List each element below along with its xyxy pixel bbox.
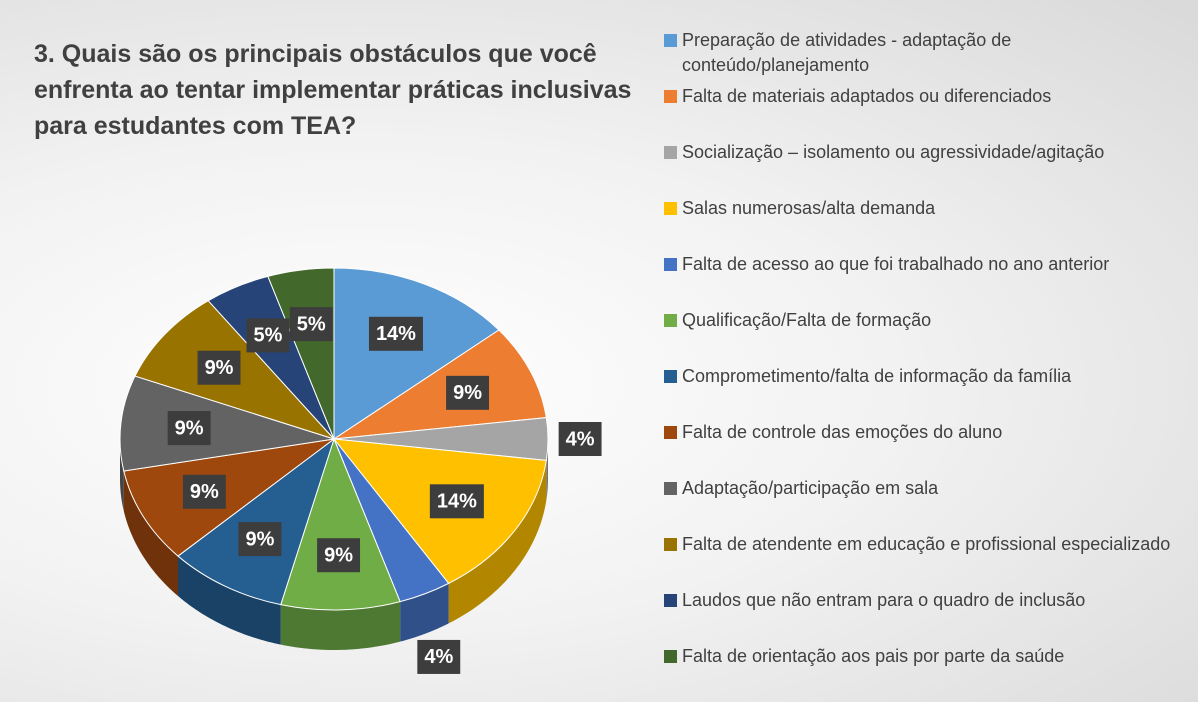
data-label-text: 4% (566, 428, 595, 450)
legend-item: Falta de orientação aos pais por parte d… (664, 644, 1194, 669)
data-label-box (446, 375, 490, 410)
data-label: 14% (368, 316, 423, 351)
legend-item: Laudos que não entram para o quadro de i… (664, 588, 1194, 613)
legend-item: Falta de acesso ao que foi trabalhado no… (664, 252, 1194, 277)
pie-slice-side (400, 583, 449, 642)
data-label-text: 5% (297, 313, 326, 335)
legend-swatch (664, 258, 677, 271)
legend-swatch (664, 34, 677, 47)
legend-item: Falta de controle das emoções do aluno (664, 420, 1194, 445)
data-label-text: 9% (453, 382, 482, 404)
legend-item: Qualificação/Falta de formação (664, 308, 1194, 333)
data-label: 4% (558, 422, 602, 456)
data-label-text: 4% (424, 646, 453, 668)
pie-slice (123, 438, 335, 557)
legend-item: Falta de materiais adaptados ou diferenc… (664, 84, 1194, 109)
legend-swatch (664, 146, 677, 159)
data-label-text: 9% (205, 357, 234, 379)
data-label-box (246, 318, 290, 353)
data-label: 4% (417, 639, 461, 674)
legend-item: Falta de atendente em educação e profiss… (664, 532, 1194, 557)
data-label-box (368, 316, 423, 351)
legend-label: Socialização – isolamento ou agressivida… (682, 142, 1105, 162)
pie-slice-side (178, 556, 281, 645)
legend-item: Salas numerosas/alta demanda (664, 196, 1194, 221)
pie-slice-side (448, 460, 547, 624)
legend-swatch (664, 538, 677, 551)
data-label-text: 14% (437, 491, 477, 513)
data-label: 9% (238, 522, 282, 557)
pie-slice (333, 267, 500, 440)
data-label-text: 9% (190, 481, 219, 503)
legend-swatch (664, 482, 677, 495)
data-label-box (417, 639, 461, 674)
data-label: 9% (197, 350, 241, 385)
pie-slice-side (123, 471, 179, 597)
pie-slice (333, 329, 547, 440)
legend-label: Falta de atendente em educação e profiss… (682, 534, 1171, 554)
data-label-box (238, 522, 282, 557)
data-label: 9% (167, 411, 211, 446)
data-label-box (558, 422, 602, 456)
data-label-box (182, 474, 226, 509)
legend-swatch (664, 594, 677, 607)
legend-item: Preparação de atividades - adaptação de … (664, 28, 1194, 78)
legend-label: Qualificação/Falta de formação (682, 310, 932, 330)
data-label-box (197, 350, 241, 385)
chart: 14% 9% 4% 14% 4% 9% 9% 9% 9% 9% 5% 5% (119, 267, 602, 674)
legend-label: Falta de acesso ao que foi trabalhado no… (682, 254, 1110, 274)
data-label: 9% (182, 474, 226, 509)
legend-item: Comprometimento/falta de informação da f… (664, 364, 1194, 389)
legend-item: Socialização – isolamento ou agressivida… (664, 140, 1194, 165)
data-label: 5% (246, 318, 290, 353)
pie-slice (280, 437, 401, 611)
legend-swatch (664, 202, 677, 215)
data-label-text: 14% (376, 323, 416, 345)
legend-label: Salas numerosas/alta demanda (682, 198, 936, 218)
data-label: 5% (289, 307, 333, 342)
legend-label: Falta de orientação aos pais por parte d… (682, 646, 1065, 666)
data-label: 9% (446, 375, 490, 410)
legend-swatch (664, 650, 677, 663)
legend-label: Adaptação/participação em sala (682, 478, 939, 498)
data-label: 9% (317, 538, 361, 573)
data-label-box (289, 307, 333, 342)
data-label-box (167, 411, 211, 446)
legend-label: Falta de controle das emoções do aluno (682, 422, 1003, 442)
pie-slice (119, 375, 335, 472)
data-label-text: 5% (253, 325, 282, 347)
legend-swatch (664, 370, 677, 383)
legend-swatch (664, 426, 677, 439)
legend-label: Falta de materiais adaptados ou diferenc… (682, 86, 1052, 106)
pie-slice (177, 437, 335, 606)
pie-slice-side (280, 601, 401, 650)
legend-label: Comprometimento/falta de informação da f… (682, 366, 1072, 386)
data-label-text: 9% (324, 545, 353, 567)
data-label-text: 9% (175, 417, 204, 439)
legend-label: Preparação de atividades - adaptação de … (682, 30, 1012, 75)
data-label-text: 9% (245, 528, 274, 550)
data-label-box (317, 538, 361, 573)
chart-title: 3. Quais são os principais obstáculos qu… (34, 40, 632, 140)
legend-label: Laudos que não entram para o quadro de i… (682, 590, 1086, 610)
legend-swatch (664, 314, 677, 327)
legend-item: Adaptação/participação em sala (664, 476, 1194, 501)
legend-swatch (664, 90, 677, 103)
data-label-box (429, 484, 484, 519)
data-label: 14% (429, 484, 484, 519)
